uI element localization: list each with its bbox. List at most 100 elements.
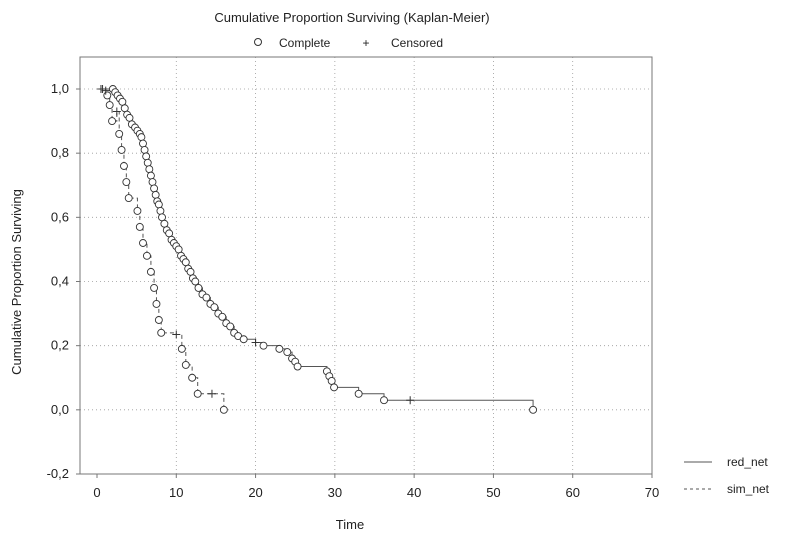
censored-marker bbox=[98, 85, 107, 93]
y-tick-labels: -0,2 0,0 0,2 0,4 0,6 0,8 1,0 bbox=[47, 81, 80, 481]
y-tick-label: 0,2 bbox=[51, 338, 69, 353]
series-sim-net bbox=[97, 85, 228, 414]
complete-marker bbox=[120, 104, 129, 113]
series-line-red-net bbox=[97, 88, 534, 410]
complete-marker bbox=[330, 383, 339, 392]
y-tick-label: 0,6 bbox=[51, 209, 69, 224]
x-tick-label: 0 bbox=[93, 485, 100, 500]
censored-marker bbox=[172, 330, 181, 339]
complete-marker bbox=[181, 258, 190, 267]
complete-marker bbox=[117, 146, 126, 154]
series-line-sim-net bbox=[97, 88, 225, 410]
complete-marker bbox=[181, 360, 190, 369]
complete-marker bbox=[218, 312, 227, 321]
legend-censored-symbol: + bbox=[362, 36, 369, 50]
complete-marker bbox=[137, 133, 146, 142]
x-tick-label: 20 bbox=[248, 485, 262, 500]
complete-marker bbox=[148, 178, 157, 186]
complete-marker bbox=[354, 389, 363, 398]
y-tick-label: -0,2 bbox=[47, 466, 69, 481]
complete-marker bbox=[146, 267, 155, 276]
complete-marker bbox=[210, 303, 219, 312]
complete-marker bbox=[143, 158, 152, 167]
complete-marker bbox=[115, 129, 124, 138]
complete-marker bbox=[142, 251, 151, 260]
x-tick-label: 50 bbox=[486, 485, 500, 500]
complete-marker bbox=[158, 213, 166, 222]
complete-marker bbox=[133, 206, 142, 215]
complete-marker bbox=[529, 405, 538, 414]
complete-marker bbox=[380, 396, 388, 405]
complete-marker bbox=[293, 362, 302, 371]
complete-marker bbox=[118, 97, 127, 106]
complete-marker bbox=[108, 117, 117, 126]
complete-marker bbox=[202, 293, 211, 302]
complete-marker bbox=[125, 113, 134, 122]
complete-marker bbox=[154, 200, 163, 209]
complete-marker bbox=[154, 316, 163, 324]
complete-marker bbox=[283, 348, 292, 357]
complete-marker bbox=[165, 229, 174, 238]
complete-marker bbox=[146, 171, 155, 180]
legend-sim-net-label: sim_net bbox=[727, 482, 770, 496]
complete-marker bbox=[156, 206, 165, 215]
grid bbox=[80, 57, 652, 474]
legend-complete-label: Complete bbox=[279, 36, 331, 50]
y-tick-label: 0,8 bbox=[51, 145, 69, 160]
complete-marker bbox=[157, 328, 166, 337]
x-tick-label: 40 bbox=[407, 485, 421, 500]
marker-legend: Complete + Censored bbox=[254, 36, 443, 50]
complete-marker bbox=[122, 178, 131, 186]
series-legend: red_net sim_net bbox=[684, 455, 770, 496]
complete-marker bbox=[120, 162, 128, 170]
censored-marker bbox=[251, 338, 260, 347]
censored-marker bbox=[101, 86, 110, 95]
series-red-net bbox=[96, 85, 538, 414]
complete-marker bbox=[139, 239, 147, 247]
chart-title: Cumulative Proportion Surviving (Kaplan-… bbox=[214, 10, 489, 25]
complete-marker bbox=[186, 267, 195, 276]
complete-marker bbox=[239, 335, 248, 344]
complete-marker bbox=[151, 190, 160, 199]
complete-marker bbox=[135, 223, 144, 231]
complete-marker bbox=[150, 283, 159, 292]
x-tick-label: 70 bbox=[645, 485, 659, 500]
y-axis-label: Cumulative Proportion Surviving bbox=[9, 189, 24, 375]
y-tick-label: 1,0 bbox=[51, 81, 69, 96]
complete-marker bbox=[142, 152, 151, 161]
x-axis-label: Time bbox=[336, 517, 364, 532]
complete-marker bbox=[259, 341, 268, 350]
x-tick-label: 30 bbox=[328, 485, 342, 500]
complete-marker bbox=[174, 245, 183, 254]
complete-marker bbox=[105, 101, 114, 109]
censored-marker bbox=[406, 396, 415, 405]
series-layer bbox=[96, 85, 538, 414]
complete-marker bbox=[194, 283, 203, 292]
complete-marker bbox=[219, 405, 228, 414]
complete-marker bbox=[139, 139, 147, 148]
complete-marker bbox=[140, 146, 149, 154]
plot-frame bbox=[79, 56, 653, 475]
legend-red-net-label: red_net bbox=[727, 455, 768, 469]
x-tick-label: 10 bbox=[169, 485, 183, 500]
x-tick-labels: 0 10 20 30 40 50 60 70 bbox=[93, 474, 659, 500]
y-tick-label: 0,0 bbox=[51, 402, 69, 417]
censored-marker bbox=[112, 107, 121, 116]
complete-marker bbox=[177, 344, 186, 353]
y-tick-label: 0,4 bbox=[51, 274, 69, 289]
complete-marker bbox=[103, 91, 112, 100]
legend-complete-marker bbox=[254, 38, 262, 46]
censored-marker bbox=[207, 389, 216, 398]
complete-marker bbox=[145, 165, 154, 174]
complete-marker bbox=[327, 377, 336, 385]
complete-marker bbox=[160, 219, 169, 228]
complete-marker bbox=[275, 344, 284, 353]
complete-marker bbox=[191, 277, 200, 286]
complete-marker bbox=[193, 389, 202, 398]
complete-marker bbox=[188, 373, 197, 382]
legend-censored-label: Censored bbox=[391, 36, 443, 50]
complete-marker bbox=[226, 322, 235, 331]
complete-marker bbox=[124, 194, 133, 203]
complete-marker bbox=[150, 184, 159, 193]
